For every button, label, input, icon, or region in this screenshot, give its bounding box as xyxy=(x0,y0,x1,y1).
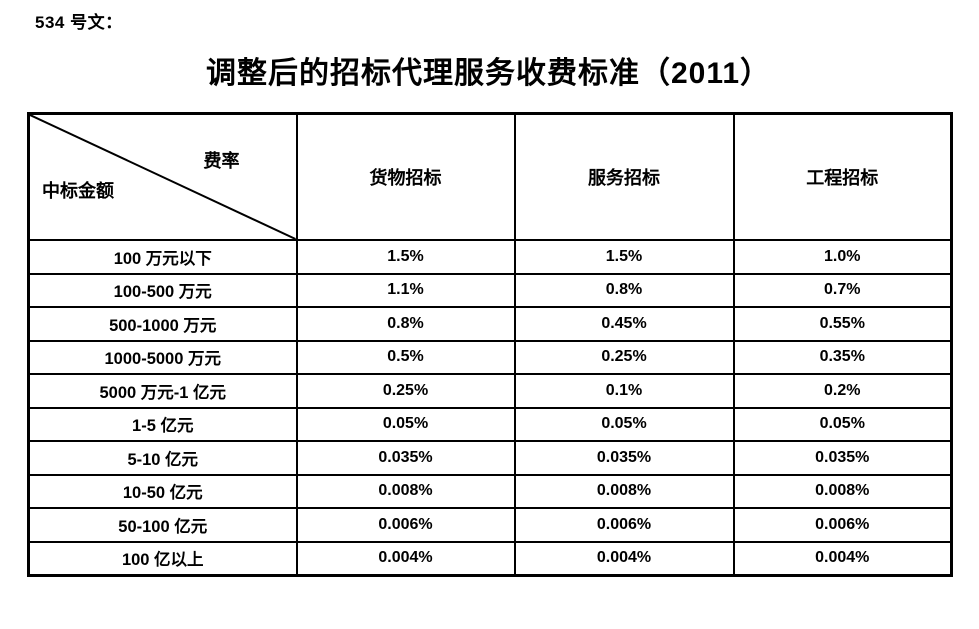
table-row: 100 万元以下 1.5% 1.5% 1.0% xyxy=(27,239,953,275)
page-title: 调整后的招标代理服务收费标准（2011） xyxy=(205,57,772,90)
fee-cell: 0.006% xyxy=(513,507,735,543)
table-row: 100-500 万元 1.1% 0.8% 0.7% xyxy=(27,272,953,308)
header-row: 费率 中标金额 货物招标 服务招标 工程招标 xyxy=(27,112,953,241)
fee-cell: 0.25% xyxy=(295,373,516,409)
row-label: 1000-5000 万元 xyxy=(27,339,298,375)
row-label: 5000 万元-1 亿元 xyxy=(27,373,298,409)
table-row: 5000 万元-1 亿元 0.25% 0.1% 0.2% xyxy=(27,373,953,409)
fee-cell: 0.035% xyxy=(295,440,516,476)
fee-cell: 0.004% xyxy=(295,540,516,577)
column-header-services: 服务招标 xyxy=(513,112,735,241)
fee-cell: 0.45% xyxy=(513,306,735,342)
row-label: 100-500 万元 xyxy=(27,272,298,308)
fee-cell: 0.5% xyxy=(295,339,516,375)
corner-header-cell: 费率 中标金额 xyxy=(27,112,298,241)
fee-cell: 0.035% xyxy=(732,440,953,476)
fee-cell: 1.0% xyxy=(732,239,953,275)
row-label: 1-5 亿元 xyxy=(27,406,298,442)
fee-cell: 0.006% xyxy=(295,507,516,543)
fee-cell: 0.05% xyxy=(295,406,516,442)
corner-label-fee-rate: 费率 xyxy=(203,151,240,171)
fee-rate-table: 费率 中标金额 货物招标 服务招标 工程招标 100 万元以下 1.5% 1.5… xyxy=(27,112,953,577)
table-row: 5-10 亿元 0.035% 0.035% 0.035% xyxy=(27,440,953,476)
fee-cell: 0.35% xyxy=(732,339,953,375)
fee-cell: 0.008% xyxy=(513,473,735,509)
column-header-goods: 货物招标 xyxy=(295,112,516,241)
table-row: 50-100 亿元 0.006% 0.006% 0.006% xyxy=(27,507,953,543)
row-label: 500-1000 万元 xyxy=(27,306,298,342)
table-row: 1-5 亿元 0.05% 0.05% 0.05% xyxy=(27,406,953,442)
table-row: 10-50 亿元 0.008% 0.008% 0.008% xyxy=(27,473,953,509)
row-label: 5-10 亿元 xyxy=(27,440,298,476)
fee-cell: 0.8% xyxy=(513,272,735,308)
diagonal-divider-line xyxy=(30,115,296,239)
corner-label-bid-amount: 中标金额 xyxy=(42,181,114,201)
fee-cell: 0.006% xyxy=(732,507,953,543)
fee-cell: 0.55% xyxy=(732,306,953,342)
fee-cell: 0.05% xyxy=(732,406,953,442)
fee-cell: 0.8% xyxy=(295,306,516,342)
fee-cell: 0.035% xyxy=(513,440,735,476)
table-row: 1000-5000 万元 0.5% 0.25% 0.35% xyxy=(27,339,953,375)
fee-cell: 0.008% xyxy=(732,473,953,509)
column-header-engineering: 工程招标 xyxy=(732,112,953,241)
fee-cell: 0.1% xyxy=(513,373,735,409)
table-row: 500-1000 万元 0.8% 0.45% 0.55% xyxy=(27,306,953,342)
fee-cell: 1.5% xyxy=(513,239,735,275)
fee-cell: 0.7% xyxy=(732,272,953,308)
table-body: 100 万元以下 1.5% 1.5% 1.0% 100-500 万元 1.1% … xyxy=(27,239,953,577)
row-label: 50-100 亿元 xyxy=(27,507,298,543)
row-label: 10-50 亿元 xyxy=(27,473,298,509)
row-label: 100 亿以上 xyxy=(27,540,298,577)
doc-number-label: 534 号文： xyxy=(35,13,123,32)
fee-cell: 1.1% xyxy=(295,272,516,308)
fee-cell: 0.004% xyxy=(513,540,735,577)
fee-cell: 1.5% xyxy=(295,239,516,275)
table-header: 费率 中标金额 货物招标 服务招标 工程招标 xyxy=(27,112,953,241)
fee-cell: 0.004% xyxy=(732,540,953,577)
fee-cell: 0.2% xyxy=(732,373,953,409)
row-label: 100 万元以下 xyxy=(27,239,298,275)
table-row: 100 亿以上 0.004% 0.004% 0.004% xyxy=(27,540,953,577)
fee-cell: 0.05% xyxy=(513,406,735,442)
fee-cell: 0.008% xyxy=(295,473,516,509)
fee-cell: 0.25% xyxy=(513,339,735,375)
